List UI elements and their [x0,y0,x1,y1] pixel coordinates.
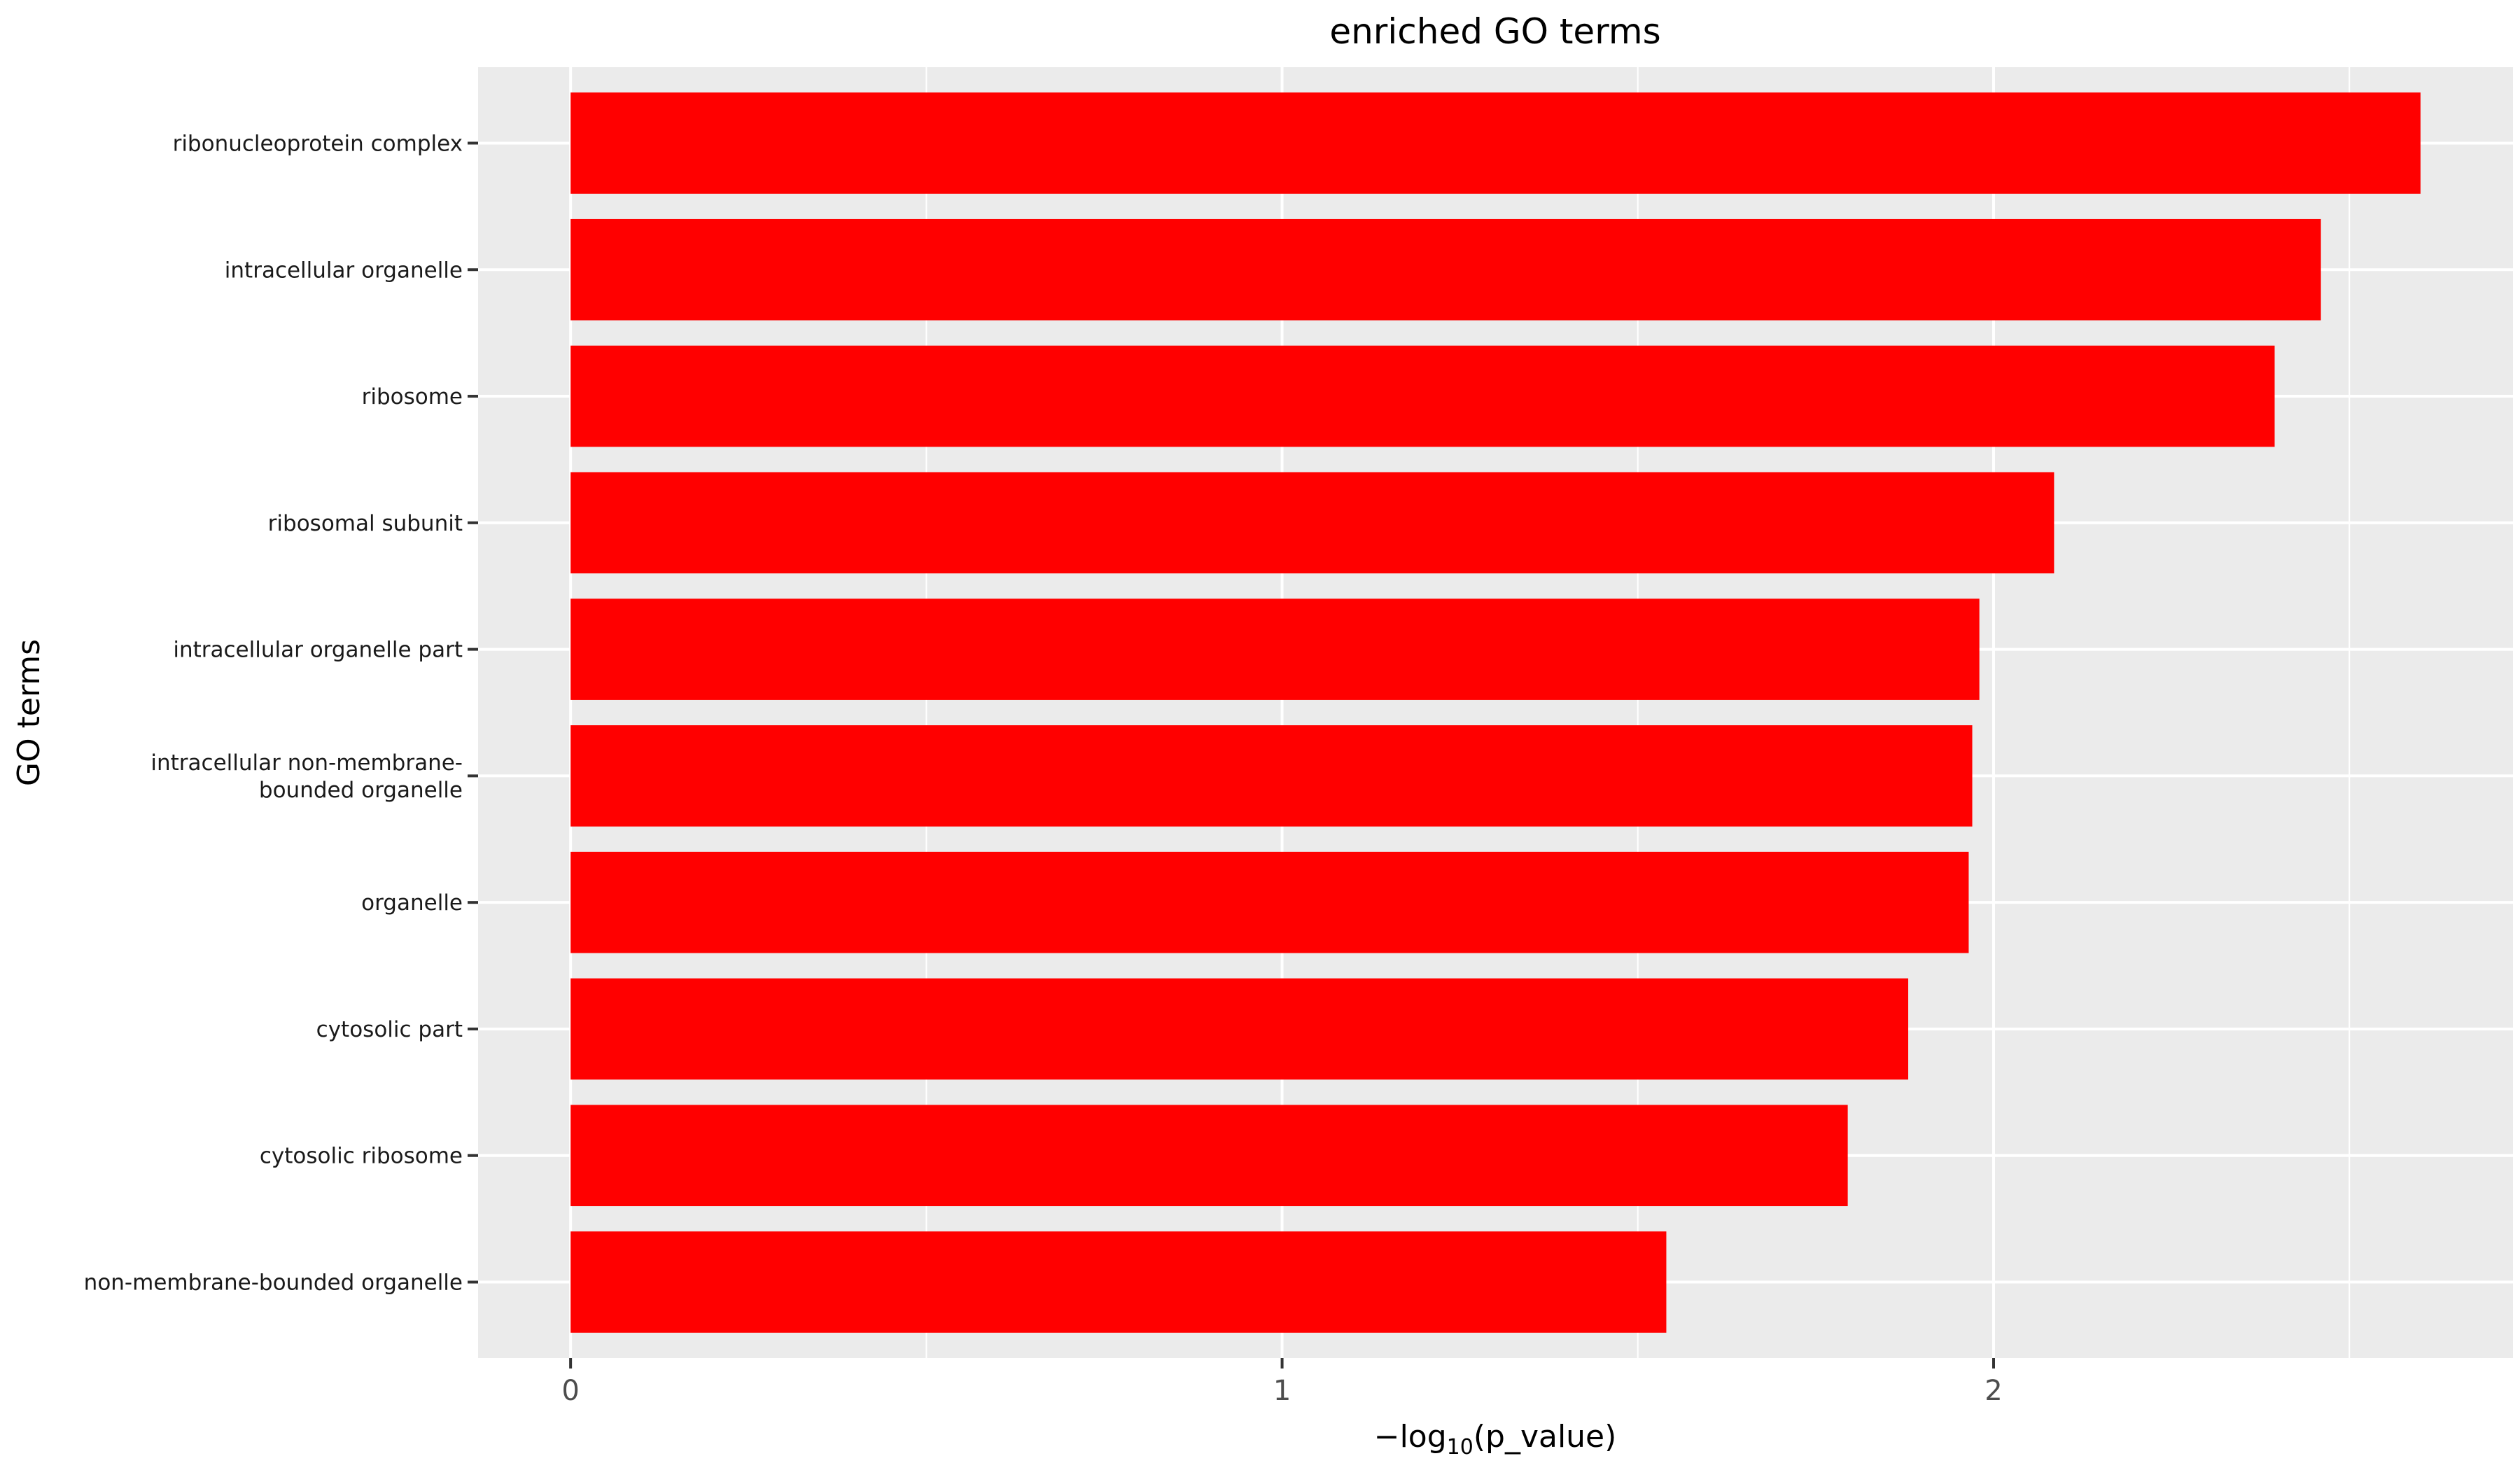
y-tick-label: ribosome [362,384,463,410]
y-tick-label: intracellular organelle part [173,638,463,663]
y-tick-label-line: intracellular non-membrane- [150,750,463,776]
y-tick-label-line: ribonucleoprotein complex [173,131,463,156]
bar [570,598,1980,700]
bar [570,978,1909,1080]
x-tick-label: 2 [1984,1375,2002,1407]
y-tick-label: ribosomal subunit [268,511,463,536]
y-tick-label-line: intracellular organelle part [173,638,463,663]
x-tick-label: 1 [1273,1375,1291,1407]
y-tick-label-line: cytosolic part [316,1017,463,1042]
y-tick-label: ribonucleoprotein complex [173,131,463,156]
chart-title: enriched GO terms [1329,11,1660,52]
y-axis: ribonucleoprotein complex intracellular o… [84,131,478,1296]
y-tick-label: cytosolic part [316,1017,463,1042]
x-axis-title-suffix: (p_value) [1474,1419,1616,1455]
y-tick-label: intracellular organelle [225,258,463,283]
x-axis-title-prefix: −log [1374,1419,1447,1455]
y-tick-label-line: bounded organelle [259,778,463,803]
y-axis-title: GO terms [11,639,47,786]
bar-series [570,92,2421,1333]
y-tick-label-line: ribosome [362,384,463,410]
x-axis: 0 1 2 [561,1358,2003,1407]
bar [570,345,2275,447]
bar [570,92,2421,194]
y-tick-label-line: cytosolic ribosome [260,1144,463,1169]
y-tick-label-line: non-membrane-bounded organelle [84,1270,463,1296]
bar [570,725,1973,827]
y-tick-label-line: intracellular organelle [225,258,463,283]
y-tick-label-line: organelle [361,890,463,916]
bar [570,1105,1848,1207]
x-axis-title: −log10(p_value) [1374,1419,1617,1460]
x-axis-title-subscript: 10 [1447,1435,1474,1460]
y-tick-label: intracellular non-membrane-bounded organ… [150,750,463,803]
y-tick-label: organelle [361,890,463,916]
bar [570,218,2321,321]
y-tick-label: non-membrane-bounded organelle [84,1270,463,1296]
bar [570,1231,1667,1333]
x-tick-label: 0 [561,1375,579,1407]
y-tick-label: cytosolic ribosome [260,1144,463,1169]
bar [570,472,2054,574]
y-tick-label-line: ribosomal subunit [268,511,463,536]
bar [570,851,1969,953]
